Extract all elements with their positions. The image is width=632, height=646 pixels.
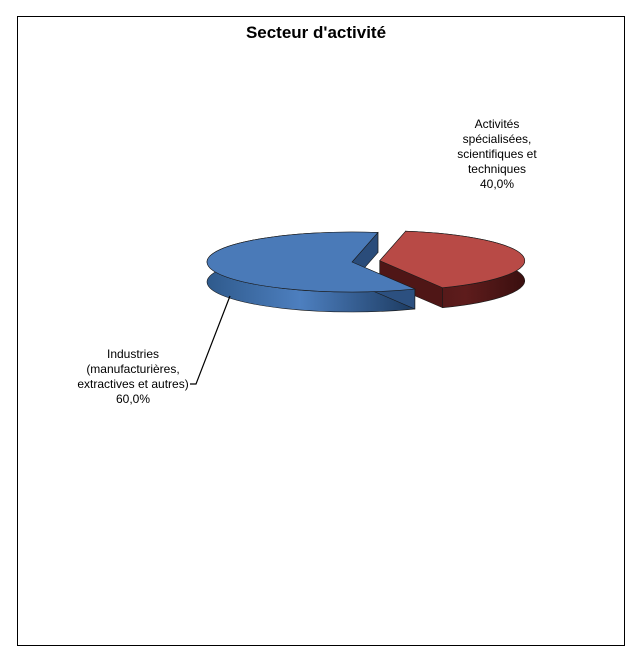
slice-activites-specialisees	[379, 230, 525, 309]
slice-activites-specialisees-label: Activités spécialisées, scientifiques et te…	[457, 117, 537, 191]
slice-industries-label: Industries (manufacturières, extractives e…	[77, 347, 188, 406]
slice-activites-specialisees-value-label: 40,0%	[480, 177, 514, 191]
slice-activites-specialisees-top	[379, 230, 525, 289]
slice-industries-top	[206, 231, 415, 293]
chart-frame	[17, 16, 625, 646]
slice-industries-value-label: 60,0%	[116, 392, 150, 406]
slice-industries	[206, 231, 416, 313]
industries-leader-line	[190, 295, 231, 385]
chart-title: Secteur d'activité	[245, 23, 387, 42]
